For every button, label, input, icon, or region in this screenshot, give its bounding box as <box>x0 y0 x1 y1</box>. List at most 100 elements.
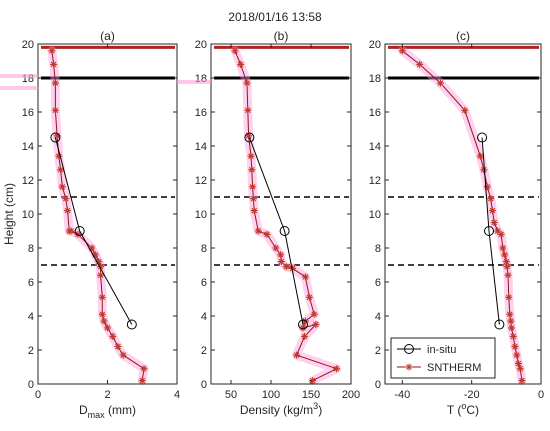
insitu-line <box>54 137 133 325</box>
sntherm-point <box>301 332 309 340</box>
sntherm-point <box>50 60 58 68</box>
axes-box <box>210 43 352 385</box>
sntherm-point <box>53 132 61 140</box>
sntherm-point <box>299 324 307 332</box>
y-tick-label: 10 <box>369 209 381 221</box>
insitu-point <box>477 132 488 143</box>
y-tick-label: 6 <box>375 277 381 289</box>
sntherm-point <box>514 360 522 368</box>
sntherm-point <box>98 293 106 301</box>
insitu-line <box>248 137 304 325</box>
sntherm-point <box>100 317 108 325</box>
figure-title: 2018/01/16 13:58 <box>228 10 322 24</box>
x-tick-label: 0 <box>538 389 544 401</box>
sntherm-point <box>64 207 72 215</box>
sntherm-point <box>305 293 313 301</box>
sntherm-point <box>95 258 103 266</box>
axes-box <box>384 43 542 385</box>
sntherm-point <box>499 244 507 252</box>
sntherm-point <box>518 377 526 385</box>
sntherm-point <box>248 166 256 174</box>
y-axis-label: Height (cm) <box>2 183 16 245</box>
sntherm-point <box>497 230 505 238</box>
sntherm-glow <box>230 46 342 386</box>
insitu-line <box>481 137 500 325</box>
y-tick-label: 6 <box>201 277 207 289</box>
sntherm-point <box>301 273 309 281</box>
sntherm-point <box>289 264 297 272</box>
x-tick-label: 150 <box>302 389 320 401</box>
legend-insitu-marker <box>404 344 414 354</box>
y-tick-label: 8 <box>28 243 34 255</box>
sntherm-point <box>55 152 63 160</box>
sntherm-point <box>309 377 317 385</box>
y-tick-label: 20 <box>369 39 381 51</box>
y-tick-label: 10 <box>22 209 34 221</box>
sntherm-point <box>231 47 239 55</box>
panel-3: 0 2 4 6 8 10 12 14 16 18 20 -40 -20 0 (c) T (oC) <box>369 29 544 417</box>
x-tick-label: 50 <box>225 389 237 401</box>
y-tick-label: 20 <box>195 39 207 51</box>
sntherm-point <box>109 332 117 340</box>
sntherm-point <box>74 230 82 238</box>
y-tick-label: 12 <box>195 175 207 187</box>
sntherm-glow <box>397 46 527 386</box>
sntherm-point <box>282 263 290 271</box>
sntherm-point <box>98 310 106 318</box>
panel-label: (c) <box>456 29 470 43</box>
sntherm-point <box>97 263 105 271</box>
legend-insitu-label: in-situ <box>427 344 456 356</box>
sntherm-point <box>119 351 127 359</box>
artifact-band <box>177 80 211 84</box>
sntherm-line <box>402 50 523 381</box>
x-tick-label: -20 <box>464 389 480 401</box>
y-tick-label: 16 <box>22 107 34 119</box>
sntherm-point <box>51 79 59 87</box>
sntherm-point <box>513 351 521 359</box>
sntherm-point <box>244 106 252 114</box>
sntherm-point <box>506 310 514 318</box>
sntherm-point <box>312 321 320 328</box>
sntherm-glow <box>47 46 149 386</box>
sntherm-point <box>114 343 122 351</box>
y-tick-label: 12 <box>22 175 34 187</box>
panel-label: (a) <box>100 29 115 43</box>
x-tick-label: 4 <box>174 389 180 401</box>
artifact-band <box>0 86 38 90</box>
sntherm-point <box>91 251 99 259</box>
sntherm-point <box>301 317 309 325</box>
surface-artifact <box>0 74 211 90</box>
sntherm-point <box>249 183 257 191</box>
insitu-point <box>50 132 61 143</box>
sntherm-point <box>293 351 301 359</box>
insitu-point <box>494 319 505 330</box>
y-tick-label: 4 <box>28 311 34 323</box>
sntherm-point <box>504 271 512 279</box>
y-tick-label: 20 <box>22 39 34 51</box>
sntherm-point <box>476 152 484 160</box>
sntherm-point <box>503 263 511 271</box>
sntherm-point <box>277 258 285 266</box>
y-tick-label: 4 <box>375 311 381 323</box>
y-tick-label: 2 <box>28 345 34 357</box>
insitu-point <box>244 132 255 143</box>
y-tick-label: 14 <box>22 141 34 153</box>
y-tick-label: 16 <box>195 107 207 119</box>
y-tick-label: 2 <box>375 345 381 357</box>
insitu-point <box>126 319 137 330</box>
sntherm-point <box>138 377 146 385</box>
sntherm-point <box>51 106 59 114</box>
legend-sntherm-marker <box>405 363 413 371</box>
sntherm-point <box>263 230 271 238</box>
legend-sntherm-label: SNTHERM <box>427 362 481 374</box>
sntherm-point <box>272 244 280 252</box>
sntherm-point <box>483 183 491 191</box>
insitu-point <box>298 319 308 330</box>
y-tick-label: 4 <box>201 311 207 323</box>
sntherm-point <box>310 310 318 318</box>
sntherm-point <box>243 79 251 87</box>
sntherm-point <box>494 227 502 235</box>
y-tick-label: 6 <box>28 277 34 289</box>
sntherm-point <box>516 365 524 373</box>
